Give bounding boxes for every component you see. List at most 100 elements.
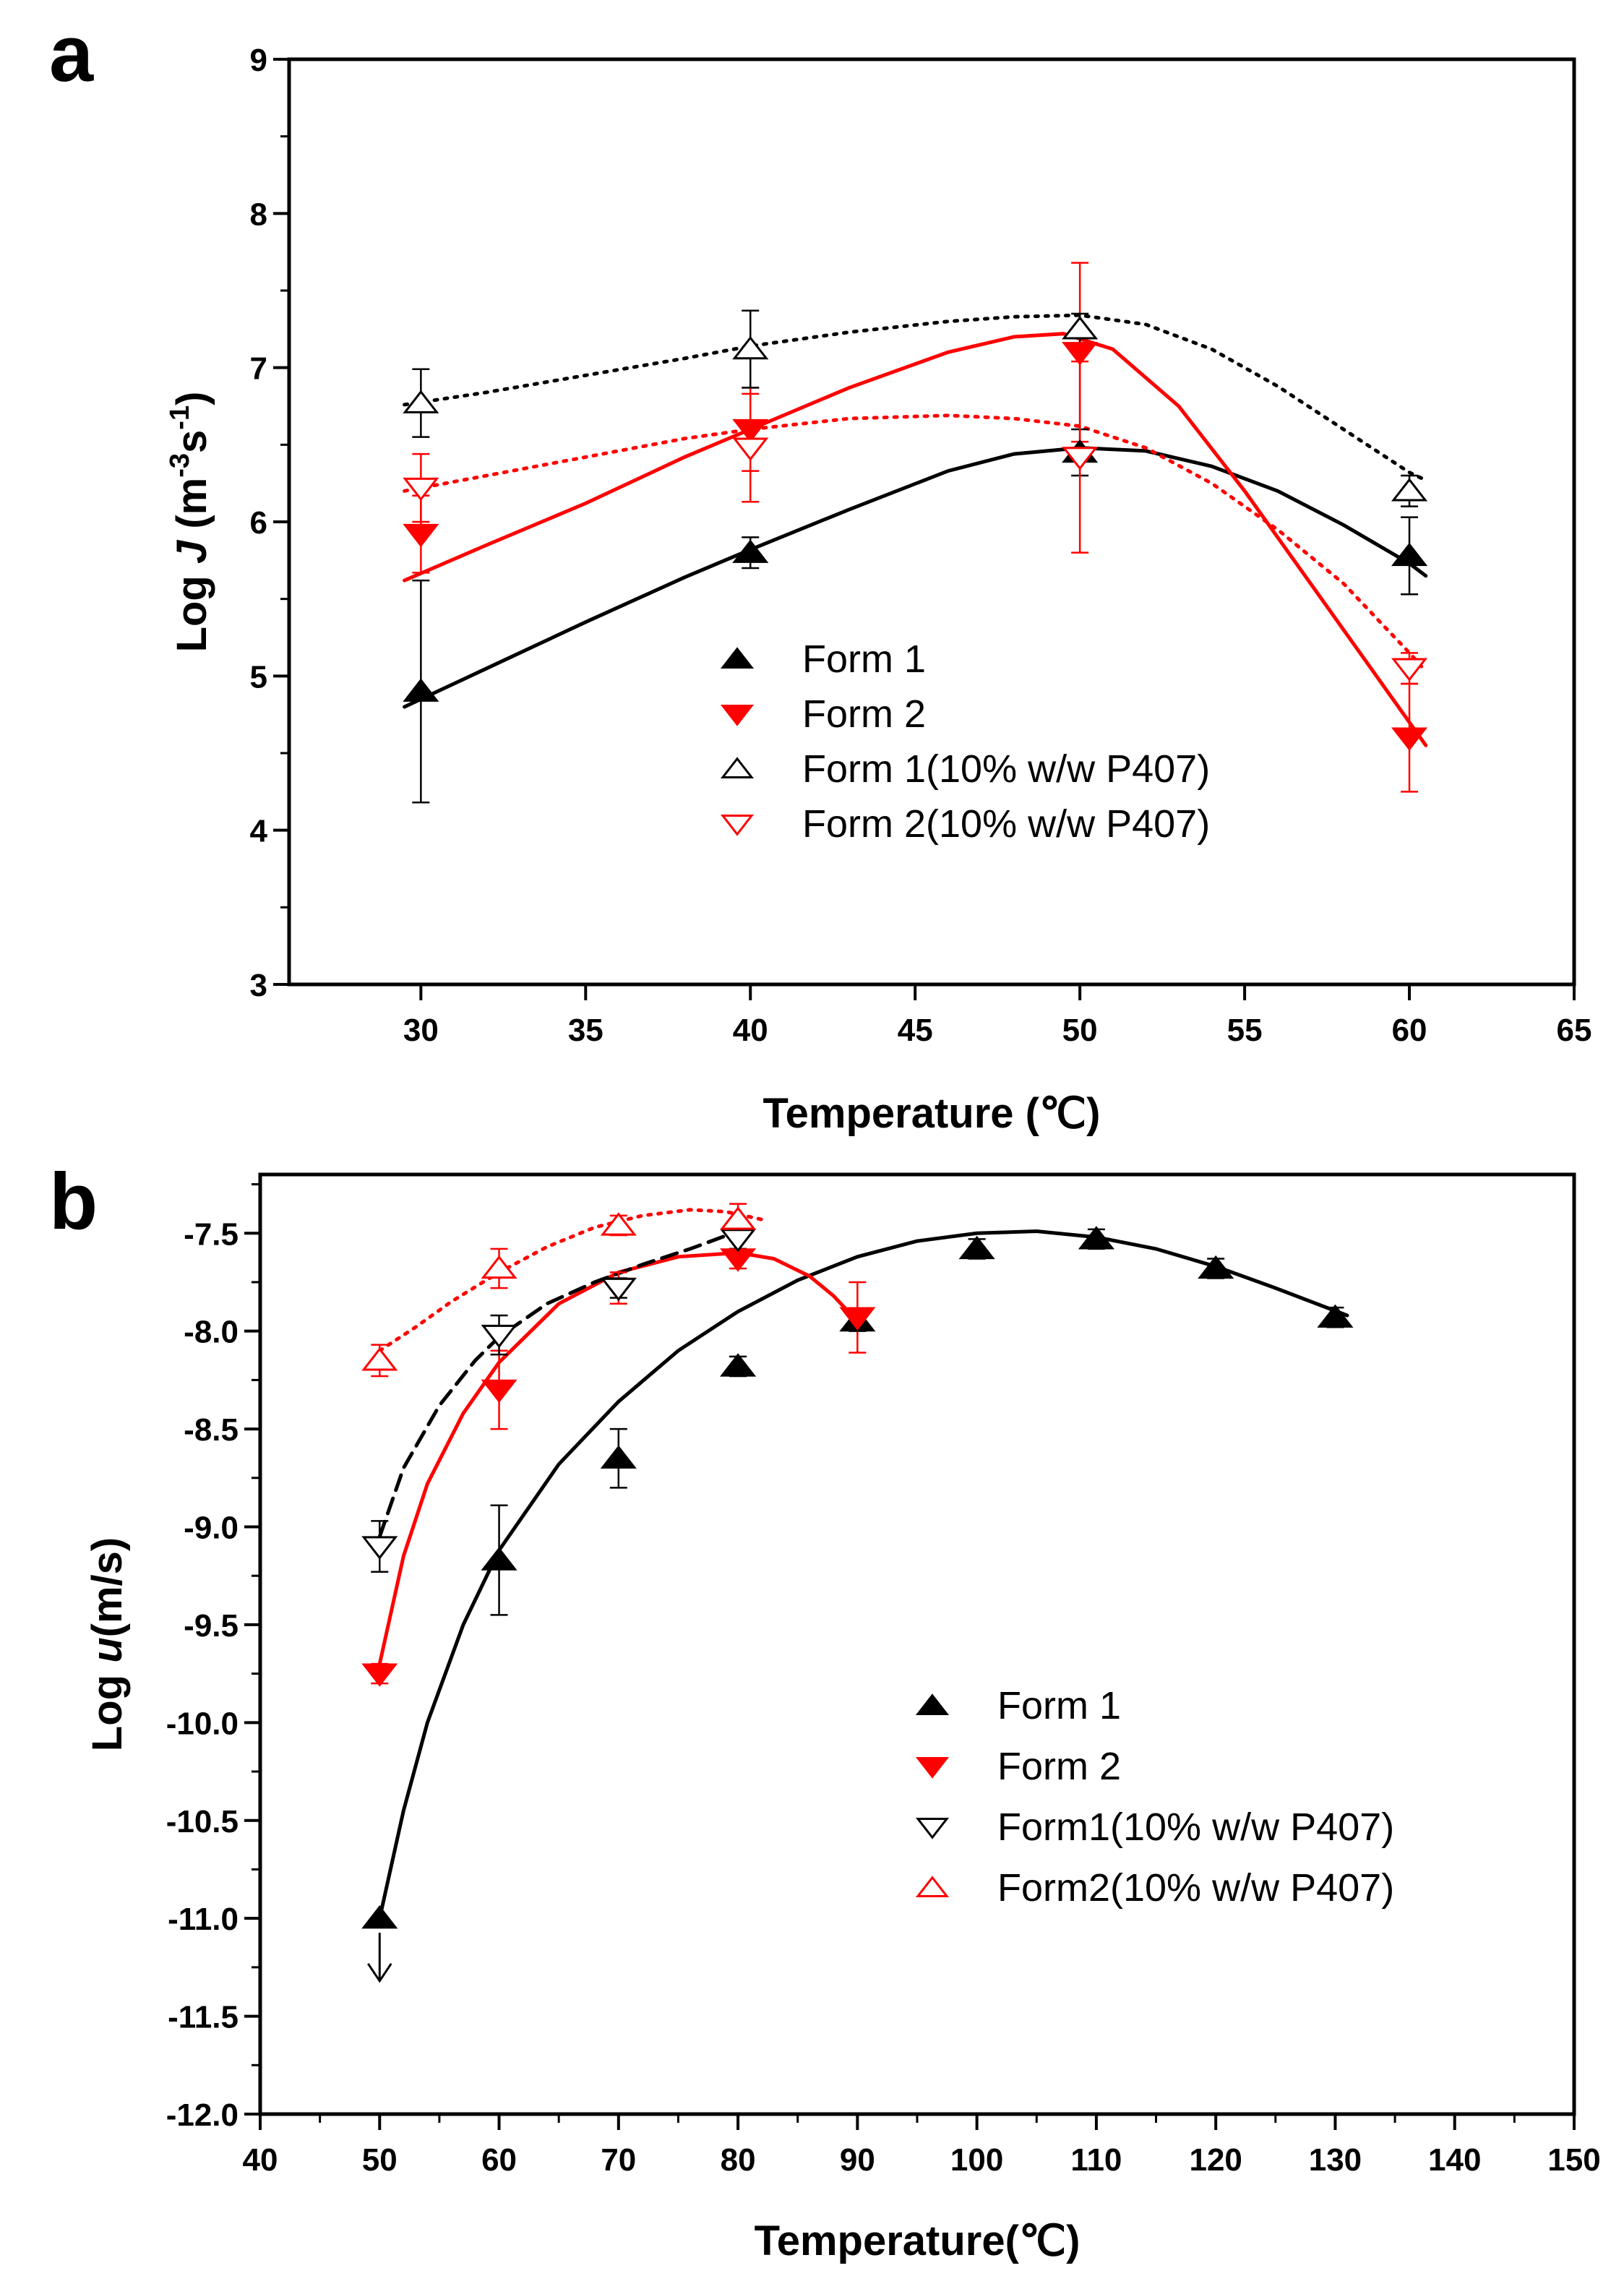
x-tick-label: 80 — [721, 2142, 756, 2178]
data-point-form1-10-w-w-p407 — [720, 1229, 757, 1253]
fit-line-form2-10-w-w-p407 — [377, 1208, 764, 1353]
legend-marker-form-2 — [720, 705, 755, 726]
panel-a-legend: Form 1 Form 2 Form 1(10% w/w P407) Form 2(1… — [720, 637, 1210, 846]
panel-a-y-axis-unit-close: ) — [168, 392, 215, 405]
data-point-form2-10-w-w-p407 — [720, 1206, 757, 1230]
panel-b-tick-labels: 40 50 60 70 80 90 100 110 120 130 140 150 -12.0 -11.5… — [166, 1216, 1601, 2178]
data-point-form-1 — [403, 678, 439, 702]
panel-a-y-axis-exp2: -1 — [165, 405, 195, 430]
fit-line-form1-10-w-w-p407 — [377, 1229, 740, 1539]
panel-a-y-axis-exp1: -3 — [165, 453, 195, 478]
data-point-form-1-10-w-w-p407 — [1062, 316, 1099, 340]
data-point-form-2 — [1062, 342, 1099, 366]
x-tick-label: 100 — [950, 2142, 1003, 2178]
legend-label-form-2: Form 2 — [802, 692, 926, 736]
y-tick-label: -8.0 — [184, 1315, 239, 1350]
panel-b: b 40 50 60 70 80 90 100 110 120 130 140 150 -12.0 -11… — [49, 1157, 1601, 2264]
y-tick-label: -11.5 — [168, 2000, 239, 2035]
panel-b-x-axis-title: Temperature(℃) — [755, 2217, 1080, 2264]
panel-a-y-axis-prefix: Log — [168, 564, 215, 652]
panel-b-annotations — [367, 1933, 392, 1983]
legend-marker-form-2-10-w-w-p407 — [720, 815, 755, 836]
y-tick-label: -10.0 — [166, 1706, 239, 1741]
data-point-form-2 — [403, 523, 439, 548]
y-tick-label: 7 — [250, 351, 267, 387]
panel-a-plot-frame — [287, 57, 1576, 987]
fit-line-form-2-10-w-w-p407 — [403, 413, 1428, 674]
data-point-form-1-10-w-w-p407 — [1391, 478, 1428, 502]
legend-marker-form-1 — [915, 1693, 950, 1715]
panel-b-y-axis-title: Log u(m/s) — [84, 1537, 131, 1751]
panel-a-letter: a — [49, 9, 94, 98]
legend-marker-form1-10-w-w-p407 — [915, 1818, 950, 1839]
legend-marker-form-2 — [915, 1757, 950, 1779]
x-tick-label: 60 — [1392, 1013, 1427, 1048]
x-tick-label: 130 — [1309, 2142, 1362, 2178]
x-tick-label: 90 — [840, 2142, 875, 2178]
x-tick-label: 50 — [362, 2142, 398, 2178]
data-point-form-1 — [732, 539, 769, 563]
y-tick-label: -11.0 — [168, 1902, 239, 1937]
y-tick-label: 6 — [250, 505, 267, 541]
data-point-form2-10-w-w-p407 — [600, 1212, 637, 1236]
y-tick-label: -8.5 — [184, 1412, 239, 1448]
data-point-form-1 — [1317, 1304, 1354, 1328]
legend-marker-form-1-10-w-w-p407 — [720, 757, 755, 778]
data-point-form-2-10-w-w-p407 — [1062, 447, 1099, 471]
legend-marker-form-1 — [720, 647, 755, 669]
x-tick-label: 65 — [1557, 1013, 1592, 1048]
panel-a-y-axis-unit-open: (m — [168, 478, 215, 541]
data-point-form-1 — [1391, 542, 1428, 567]
data-point-form-2 — [839, 1307, 876, 1331]
data-point-form2-10-w-w-p407 — [481, 1255, 517, 1279]
legend-label-form-2: Form 2 — [997, 1745, 1121, 1788]
y-tick-label: -7.5 — [184, 1216, 239, 1252]
x-tick-label: 50 — [1062, 1013, 1098, 1048]
legend-label-form1-10-w-w-p407: Form1(10% w/w P407) — [997, 1805, 1394, 1849]
data-point-form-1 — [600, 1445, 637, 1469]
legend-label-form-1: Form 1 — [997, 1684, 1121, 1727]
data-point-form-1 — [720, 1353, 757, 1377]
x-tick-label: 30 — [403, 1013, 439, 1048]
panel-b-ticks — [244, 1183, 1576, 2130]
x-tick-label: 35 — [568, 1013, 603, 1048]
data-point-form-1 — [361, 1905, 398, 1929]
legend-label-form-1: Form 1 — [802, 637, 926, 681]
y-tick-label: -9.5 — [184, 1608, 239, 1644]
panel-a-ticks — [273, 58, 1576, 1000]
data-point-form-1 — [1078, 1226, 1114, 1250]
panel-b-error-bars — [371, 1203, 1344, 1685]
x-tick-label: 45 — [898, 1013, 933, 1048]
data-point-form-2 — [361, 1663, 398, 1687]
legend-label-form-2-10-w-w-p407: Form 2(10% w/w P407) — [802, 802, 1210, 846]
x-tick-label: 150 — [1547, 2142, 1600, 2178]
panel-b-y-axis-prefix: Log — [84, 1663, 131, 1751]
data-point-form-2 — [720, 1248, 757, 1272]
y-tick-label: -9.0 — [184, 1511, 239, 1546]
x-tick-label: 110 — [1070, 2142, 1122, 2178]
x-tick-label: 70 — [601, 2142, 636, 2178]
panel-b-markers — [361, 1206, 1354, 1929]
panel-a-y-axis-var: J — [168, 539, 215, 564]
data-point-form-2 — [732, 418, 769, 443]
y-tick-label: 9 — [250, 43, 267, 78]
panel-a-x-axis-title: Temperature (℃) — [763, 1090, 1101, 1137]
y-tick-label: -12.0 — [166, 2097, 239, 2133]
data-point-form-1-10-w-w-p407 — [403, 390, 439, 413]
data-point-form-2 — [1391, 727, 1428, 751]
panel-a-markers — [403, 316, 1428, 751]
data-point-form-1 — [958, 1235, 995, 1260]
panel-b-letter: b — [49, 1157, 98, 1246]
panel-b-legend: Form 1 Form 2 Form1(10% w/w P407) Form2(10%… — [915, 1684, 1394, 1910]
x-tick-label: 40 — [243, 2142, 278, 2178]
data-point-form1-10-w-w-p407 — [600, 1277, 637, 1302]
fit-line-form-1 — [377, 1229, 1349, 1920]
panel-a-y-axis-title: Log J (m-3s-1) — [165, 392, 215, 653]
data-point-form-2-10-w-w-p407 — [1391, 658, 1428, 682]
panel-a-fit-lines — [403, 313, 1428, 747]
panel-a-y-axis-mid: s — [168, 430, 215, 453]
panel-b-y-axis-var: u — [84, 1637, 131, 1662]
